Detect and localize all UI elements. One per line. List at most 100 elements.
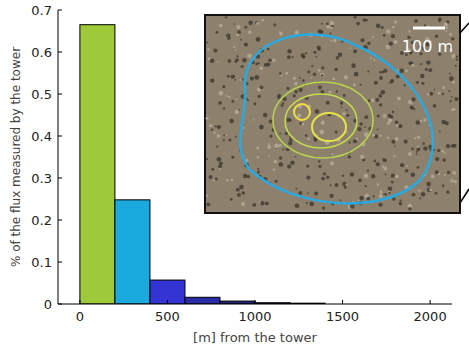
- contour: [285, 94, 357, 148]
- texture: [248, 30, 252, 34]
- texture: [295, 203, 300, 208]
- texture: [353, 139, 357, 143]
- texture: [330, 161, 334, 165]
- texture: [238, 109, 240, 111]
- texture: [437, 149, 440, 152]
- texture: [282, 148, 284, 150]
- texture: [256, 37, 261, 42]
- y-tick-label: 0.5: [31, 87, 52, 102]
- texture: [247, 175, 250, 178]
- texture: [237, 193, 241, 197]
- texture: [293, 94, 296, 97]
- texture: [353, 84, 356, 87]
- texture: [399, 202, 403, 206]
- x-tick: [255, 300, 256, 304]
- texture: [326, 25, 330, 29]
- texture: [375, 98, 379, 102]
- texture: [299, 77, 301, 79]
- chart: 00.10.20.30.40.50.60.70500100015002000[m…: [0, 0, 469, 354]
- texture: [438, 92, 441, 95]
- texture: [279, 72, 282, 75]
- texture: [239, 79, 241, 81]
- texture: [307, 71, 310, 74]
- texture: [313, 73, 316, 76]
- y-tick: [58, 10, 62, 11]
- texture: [405, 169, 408, 172]
- texture: [242, 58, 247, 63]
- texture: [373, 160, 376, 163]
- texture: [435, 192, 438, 195]
- texture: [258, 62, 260, 64]
- texture: [348, 142, 350, 144]
- texture: [379, 103, 382, 106]
- texture: [379, 76, 383, 80]
- texture: [354, 72, 359, 77]
- texture: [279, 133, 281, 135]
- texture: [323, 172, 326, 175]
- scale-label: 100 m: [402, 37, 453, 56]
- texture: [421, 82, 424, 85]
- texture: [427, 188, 432, 193]
- texture: [247, 99, 249, 101]
- texture: [301, 53, 306, 58]
- texture: [391, 173, 395, 177]
- texture: [356, 22, 360, 26]
- texture: [372, 36, 374, 38]
- texture: [234, 78, 236, 80]
- y-tick-label: 0.7: [31, 3, 52, 18]
- texture: [364, 126, 366, 128]
- texture: [320, 73, 324, 77]
- texture: [447, 171, 450, 174]
- texture: [429, 188, 432, 191]
- texture: [279, 73, 282, 76]
- texture: [281, 104, 284, 107]
- contour: [273, 82, 373, 158]
- texture: [434, 89, 436, 91]
- texture: [217, 157, 222, 162]
- texture: [386, 29, 390, 33]
- texture: [334, 130, 337, 133]
- texture: [209, 175, 213, 179]
- texture: [236, 55, 238, 57]
- texture: [426, 182, 431, 187]
- texture: [240, 39, 242, 41]
- texture: [399, 68, 404, 73]
- texture: [306, 164, 309, 167]
- texture: [330, 184, 332, 186]
- texture: [210, 79, 214, 83]
- texture: [347, 114, 350, 117]
- bar: [115, 200, 150, 304]
- texture: [360, 84, 362, 86]
- x-tick: [79, 300, 80, 304]
- texture: [236, 188, 240, 192]
- texture: [387, 137, 389, 139]
- texture: [209, 124, 212, 127]
- texture: [367, 170, 369, 172]
- texture: [442, 86, 445, 89]
- texture: [442, 184, 444, 186]
- texture: [302, 79, 305, 82]
- texture: [398, 124, 402, 128]
- texture: [258, 95, 261, 98]
- texture: [418, 189, 421, 192]
- texture: [273, 24, 276, 27]
- texture: [217, 61, 219, 63]
- texture: [210, 58, 215, 63]
- texture: [219, 161, 223, 165]
- texture: [444, 174, 446, 176]
- texture: [267, 145, 271, 149]
- y-tick-label: 0.1: [31, 255, 52, 270]
- texture: [326, 176, 329, 179]
- texture: [317, 46, 321, 50]
- texture: [383, 167, 387, 171]
- texture: [230, 198, 233, 201]
- texture: [318, 86, 322, 90]
- texture: [404, 84, 406, 86]
- texture: [452, 108, 455, 111]
- texture: [348, 155, 352, 159]
- texture: [442, 158, 446, 162]
- texture: [218, 101, 222, 105]
- texture: [225, 135, 227, 137]
- texture: [392, 111, 394, 113]
- texture: [272, 59, 275, 62]
